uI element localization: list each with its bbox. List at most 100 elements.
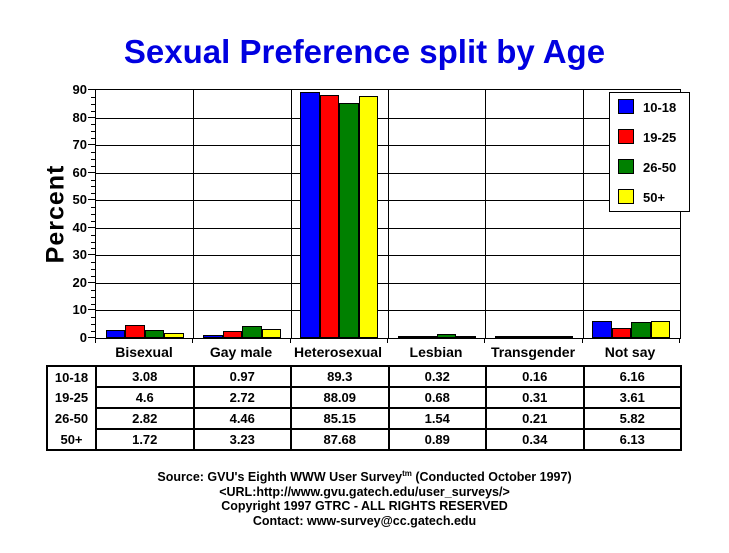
table-row-50plus: 50+ 1.72 3.23 87.68 0.89 0.34 6.13 (47, 428, 682, 451)
category-label-heterosexual: Heterosexual (294, 344, 382, 360)
y-minor-tick (91, 138, 95, 139)
x-tick (95, 339, 96, 343)
y-minor-tick (91, 97, 95, 98)
y-tick-label-40: 40 (72, 220, 87, 235)
table-cell-26-50-bisexual: 2.82 (95, 407, 195, 430)
legend-swatch-26-50 (618, 159, 634, 174)
category-separator (193, 90, 194, 338)
legend-label-10-18: 10-18 (643, 100, 677, 115)
x-tick (387, 339, 388, 343)
y-minor-tick (91, 180, 95, 181)
table-row-label-19-25: 19-25 (47, 387, 97, 408)
bar-26-50-gay-male (242, 325, 262, 338)
legend: 10-18 19-25 26-50 50+ (609, 92, 690, 212)
table-cell-26-50-transgender: 0.21 (485, 407, 585, 430)
bar-19-25-bisexual (125, 325, 145, 338)
y-tick-label-0: 0 (79, 330, 87, 345)
table-row-19-25: 19-25 4.6 2.72 88.09 0.68 0.31 3.61 (47, 386, 682, 409)
y-minor-tick (91, 235, 95, 236)
table-cell-19-25-gay-male: 2.72 (192, 386, 292, 409)
bar-26-50-transgender (534, 336, 554, 338)
table-cell-50plus-bisexual: 1.72 (95, 428, 195, 451)
footer-source-text: Source: GVU's Eighth WWW User Survey (157, 470, 403, 484)
y-minor-tick (91, 317, 95, 318)
y-major-tick-80 (88, 117, 95, 118)
y-tick-label-20: 20 (72, 275, 87, 290)
table-cell-26-50-heterosexual: 85.15 (290, 407, 390, 430)
y-minor-tick (91, 304, 95, 305)
footer-contact-line: Contact: www-survey@cc.gatech.edu (252, 513, 477, 528)
category-separator (583, 90, 584, 338)
bar-10-18-heterosexual (300, 91, 320, 338)
category-separator (485, 90, 486, 338)
footer-source-line: Source: GVU's Eighth WWW User Surveytm (… (0, 468, 729, 485)
table-cell-10-18-gay-male: 0.97 (192, 365, 292, 388)
footer-url-line: <URL:http://www.gvu.gatech.edu/user_surv… (219, 484, 510, 499)
x-tick (582, 339, 583, 343)
table-cell-10-18-heterosexual: 89.3 (290, 365, 390, 388)
x-tick (192, 339, 193, 343)
y-major-tick-50 (88, 199, 95, 200)
table-cell-19-25-lesbian: 0.68 (387, 386, 487, 409)
y-tick-label-30: 30 (72, 247, 87, 262)
y-major-tick-0 (88, 337, 95, 338)
bar-19-25-gay-male (222, 330, 242, 338)
legend-label-50plus: 50+ (643, 190, 666, 205)
legend-label-19-25: 19-25 (643, 130, 677, 145)
bar-50plus-lesbian (456, 335, 476, 338)
bar-10-18-bisexual (105, 329, 126, 338)
legend-item-10-18: 10-18 (610, 99, 689, 115)
bar-26-50-heterosexual (339, 103, 359, 338)
table-cell-10-18-transgender: 0.16 (485, 365, 585, 388)
table-cell-50plus-lesbian: 0.89 (387, 428, 487, 451)
y-minor-tick (91, 214, 95, 215)
table-row-10-18: 10-18 3.08 0.97 89.3 0.32 0.16 6.16 (47, 365, 682, 388)
y-tick-label-70: 70 (72, 137, 87, 152)
table-row-label-26-50: 26-50 (47, 408, 97, 429)
y-major-tick-20 (88, 282, 95, 283)
table-cell-26-50-lesbian: 1.54 (387, 407, 487, 430)
y-minor-tick (91, 152, 95, 153)
y-major-tick-90 (88, 89, 95, 90)
y-minor-tick (91, 248, 95, 249)
footer-tm-superscript: tm (402, 468, 412, 478)
y-tick-label-60: 60 (72, 165, 87, 180)
legend-swatch-50plus (618, 189, 634, 204)
bar-26-50-lesbian (436, 333, 457, 338)
y-tick-label-10: 10 (72, 302, 87, 317)
bar-10-18-transgender (495, 336, 515, 338)
x-tick (484, 339, 485, 343)
table-cell-50plus-gay-male: 3.23 (192, 428, 292, 451)
category-separator (291, 90, 292, 338)
bar-50plus-not-say (650, 321, 671, 338)
category-label-gay-male: Gay male (209, 344, 273, 360)
legend-swatch-19-25 (618, 129, 634, 144)
legend-item-19-25: 19-25 (610, 129, 689, 145)
y-major-tick-60 (88, 172, 95, 173)
y-minor-tick (91, 290, 95, 291)
bar-19-25-lesbian (417, 336, 437, 338)
y-minor-tick (91, 124, 95, 125)
table-cell-10-18-bisexual: 3.08 (95, 365, 195, 388)
table-row-label-50plus: 50+ (47, 429, 97, 450)
table-cell-50plus-transgender: 0.34 (485, 428, 585, 451)
chart-title: Sexual Preference split by Age (123, 33, 606, 70)
y-minor-tick (91, 207, 95, 208)
legend-item-50plus: 50+ (610, 189, 689, 205)
y-minor-tick (91, 186, 95, 187)
y-minor-tick (91, 331, 95, 332)
table-cell-19-25-heterosexual: 88.09 (290, 386, 390, 409)
table-cell-19-25-bisexual: 4.6 (95, 386, 195, 409)
table-cell-19-25-transgender: 0.31 (485, 386, 585, 409)
y-major-tick-10 (88, 309, 95, 310)
y-minor-tick (91, 276, 95, 277)
category-label-not-say: Not say (604, 344, 656, 360)
y-minor-tick (91, 193, 95, 194)
y-minor-tick (91, 104, 95, 105)
footer: Source: GVU's Eighth WWW User Surveytm (… (0, 468, 729, 528)
data-table: 10-18 3.08 0.97 89.3 0.32 0.16 6.16 19-25 4.6 2.7… (46, 365, 682, 451)
bar-19-25-heterosexual (319, 95, 340, 338)
y-tick-label-50: 50 (72, 192, 87, 207)
x-tick (290, 339, 291, 343)
